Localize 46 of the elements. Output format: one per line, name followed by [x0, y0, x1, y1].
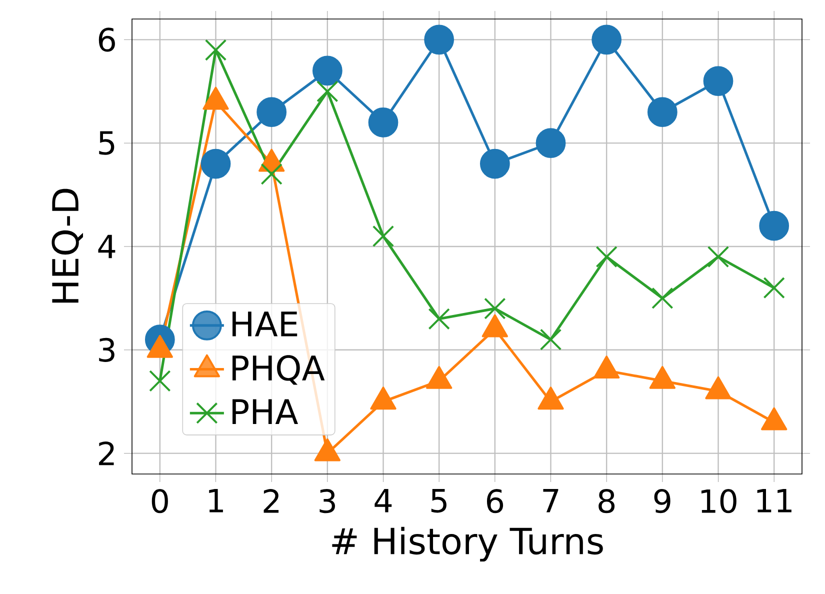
point: [759, 210, 790, 241]
y-tick-label: 4: [98, 234, 116, 258]
point: [703, 66, 734, 96]
point: [538, 386, 564, 410]
point: [204, 39, 227, 61]
x-tick-label: 5: [431, 489, 446, 513]
x-tick-label: 9: [654, 489, 670, 514]
y-tick-label: 6: [98, 28, 115, 52]
point: [647, 97, 678, 128]
point: [482, 314, 508, 338]
point: [200, 148, 231, 179]
x-tick-label: 10: [701, 489, 736, 514]
point: [424, 24, 454, 55]
x-tick-label: 8: [598, 489, 615, 514]
point: [316, 80, 338, 102]
point: [370, 386, 396, 410]
x-tick-label: 2: [264, 489, 279, 513]
x-axis-title: # History Turns: [332, 526, 603, 562]
point: [426, 366, 452, 389]
point: [256, 97, 287, 128]
point: [705, 376, 732, 400]
point: [761, 407, 788, 430]
x-tick-label: 3: [320, 489, 335, 514]
point: [146, 334, 173, 358]
point: [594, 356, 620, 379]
x-tick-label: 6: [486, 489, 504, 514]
point: [314, 438, 340, 462]
x-tick-label: 7: [543, 489, 558, 512]
point: [480, 148, 510, 179]
point: [260, 163, 282, 185]
legend-label: HAE: [232, 312, 298, 336]
x-tick-label: 4: [374, 489, 392, 512]
point: [536, 128, 566, 158]
legend-label: PHA: [232, 399, 298, 424]
x-tick-label: 0: [152, 489, 168, 514]
point: [312, 56, 342, 86]
x-tick-label: 11: [757, 489, 792, 512]
legend-label: PHQA: [232, 355, 325, 385]
y-tick-label: 3: [99, 338, 114, 362]
y-tick-label: 5: [99, 131, 114, 155]
y-tick-label: 2: [99, 441, 114, 466]
point: [592, 24, 622, 55]
x-tick-label: 1: [209, 489, 223, 512]
point: [368, 107, 398, 138]
point: [649, 366, 676, 389]
y-axis-title: HEQ-D: [52, 188, 83, 303]
